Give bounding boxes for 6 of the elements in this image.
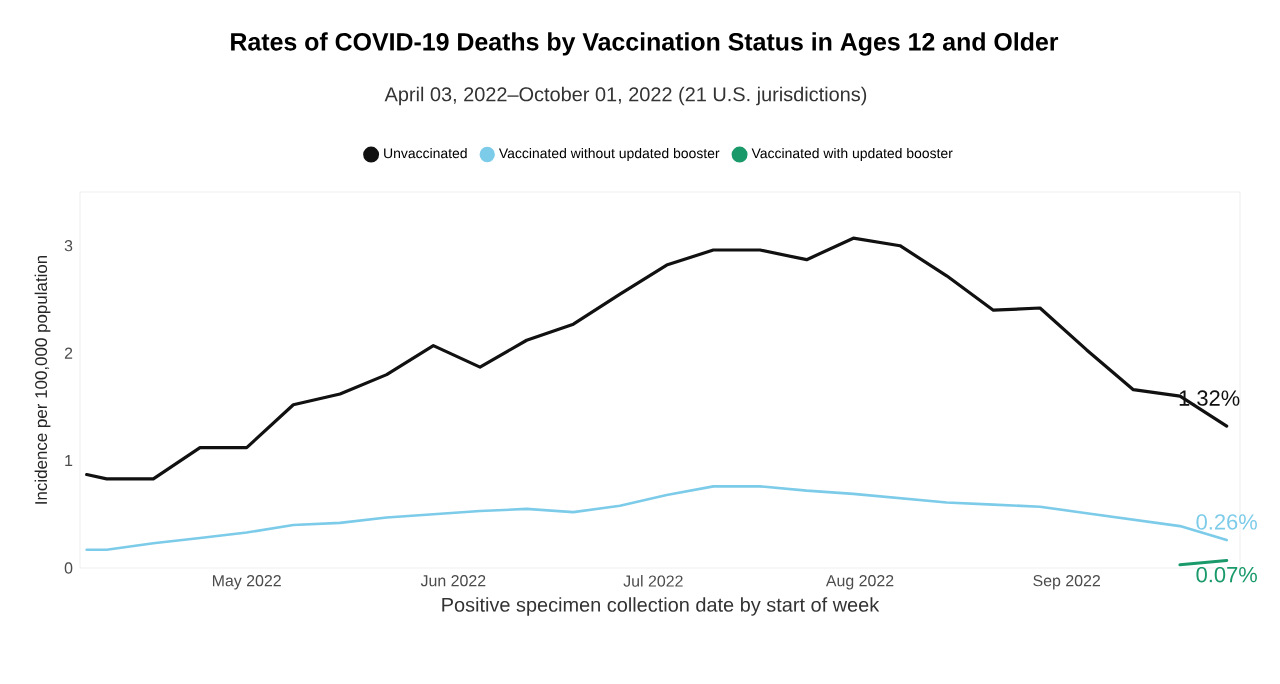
data-label: 0.26% (1196, 514, 1257, 530)
x-axis-title: Positive specimen collection date by start of week (442, 597, 880, 616)
data-label: 0.07% (1196, 566, 1257, 583)
chart-subtitle: April 03, 2022–October 01, 2022 (21 U.S. jurisdictions) (384, 86, 867, 106)
y-axis-title: Incidence per 100,000 population (34, 255, 51, 504)
chart-title: Rates of COVID-19 Deaths by Vaccination Status in Ages 12 and Older (231, 32, 1059, 56)
